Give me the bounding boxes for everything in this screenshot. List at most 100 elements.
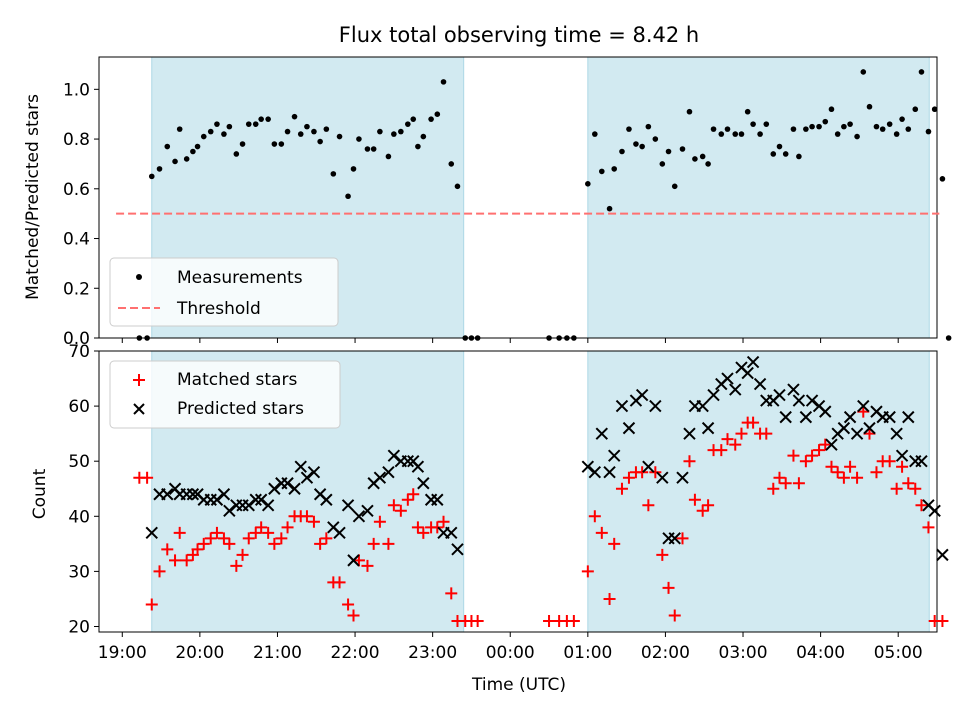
measurement-point — [671, 183, 678, 190]
x-tick-label: 01:00 — [563, 643, 612, 663]
matched-star-point — [255, 521, 268, 534]
measurement-point — [440, 79, 447, 85]
top-x-ticks — [121, 338, 899, 343]
predicted-star-point — [792, 394, 806, 407]
predicted-star-point — [361, 504, 374, 517]
measurement-point — [239, 141, 246, 147]
matched-star-point — [837, 471, 850, 484]
predicted-star-point — [696, 399, 709, 413]
predicted-star-point — [843, 410, 857, 424]
matched-star-point — [649, 466, 662, 479]
predicted-star-point — [294, 460, 307, 473]
matched-star-point — [394, 504, 407, 517]
measurement-point — [330, 171, 337, 177]
measurement-point — [252, 121, 259, 127]
measurement-point — [633, 141, 639, 147]
predicted-star-point — [656, 471, 669, 484]
measurement-point — [377, 128, 383, 135]
predicted-star-point — [401, 454, 415, 468]
matched-star-point — [863, 427, 876, 440]
predicted-star-point — [145, 526, 158, 540]
measurement-point — [939, 176, 946, 182]
measurement-point — [750, 121, 756, 127]
x-tick-label: 20:00 — [175, 643, 224, 663]
matched-star-point — [831, 466, 844, 479]
predicted-star-point — [373, 471, 387, 484]
predicted-star-point — [779, 410, 792, 424]
measurement-point — [931, 106, 938, 113]
top-y-ticks: 0.0 0.2 0.4 0.6 0.8 1.0 — [63, 80, 99, 349]
matched-star-point — [779, 477, 792, 490]
matched-star-point — [615, 482, 628, 495]
bottom-axes-frame — [98, 350, 938, 633]
matched-star-point — [333, 576, 346, 589]
predicted-star-point — [254, 493, 268, 506]
matched-star-point — [387, 499, 400, 512]
matched-star-point — [870, 466, 883, 479]
matched-star-point — [642, 499, 655, 512]
measurement-point — [905, 126, 912, 132]
measurement-point — [854, 133, 860, 140]
predicted-star-point — [615, 399, 629, 413]
matched-star-point — [683, 455, 696, 468]
matched-star-point — [729, 438, 742, 451]
matched-star-point — [180, 554, 193, 567]
measurement-point — [790, 126, 797, 132]
matched-star-point — [361, 559, 374, 572]
measurement-point — [474, 335, 481, 341]
matched-star-point — [760, 427, 773, 440]
predicted-star-point — [676, 471, 689, 484]
measurement-point — [214, 121, 220, 127]
matched-star-point — [813, 444, 826, 457]
matched-star-point — [242, 532, 255, 545]
predicted-star-point — [787, 383, 800, 396]
matched-star-point — [262, 526, 275, 539]
x-tick-label: 04:00 — [796, 643, 845, 663]
measurement-point — [304, 123, 310, 130]
measurement-point — [364, 146, 371, 152]
predicted-star-point — [451, 543, 464, 556]
predicted-star-point — [341, 499, 355, 512]
measurement-point — [144, 335, 150, 341]
matched-star-point — [320, 532, 333, 545]
y-tick-label: 20 — [68, 617, 90, 637]
measurement-point — [665, 148, 672, 155]
measurement-point — [448, 161, 455, 167]
matched-star-point — [851, 471, 864, 484]
bottom-panel: 20 30 40 50 60 70 19:00 20:00 21:00 22:00 23:00 00… — [30, 342, 949, 663]
top-data-layer — [116, 69, 952, 341]
matched-star-point — [268, 537, 281, 550]
matched-star-point — [747, 416, 760, 429]
y-tick-label: 50 — [68, 452, 90, 472]
measurement-point — [692, 156, 698, 162]
bottom-legend-box — [109, 360, 341, 429]
measurement-point — [886, 121, 893, 127]
matched-star-point — [883, 455, 896, 468]
matched-star-point — [696, 504, 709, 517]
measurement-point — [585, 181, 591, 187]
measurement-point — [828, 106, 835, 113]
predicted-star-point — [603, 466, 616, 479]
legend-predicted-marker — [133, 403, 145, 415]
measurement-point — [611, 166, 618, 172]
predicted-star-point — [382, 466, 395, 479]
matched-star-point — [688, 493, 701, 506]
predicted-star-point — [799, 410, 813, 424]
measurement-point — [415, 143, 421, 150]
matched-star-point — [314, 537, 327, 550]
measurement-point — [763, 121, 770, 127]
measurement-point — [200, 133, 207, 140]
measurement-point — [912, 106, 919, 113]
measurement-point — [599, 168, 605, 175]
measurement-point — [860, 69, 867, 75]
predicted-star-point — [300, 471, 314, 484]
y-tick-label: 70 — [68, 342, 90, 362]
y-tick-label: 0.0 — [63, 329, 90, 349]
predicted-star-point — [347, 554, 360, 567]
predicted-star-point — [936, 548, 949, 562]
matched-star-point — [230, 559, 243, 572]
bottom-legend: Matched stars Predicted stars — [109, 360, 341, 429]
y-tick-label: 40 — [68, 507, 90, 527]
predicted-star-point — [850, 427, 864, 440]
observing-interval-1 — [587, 56, 930, 339]
